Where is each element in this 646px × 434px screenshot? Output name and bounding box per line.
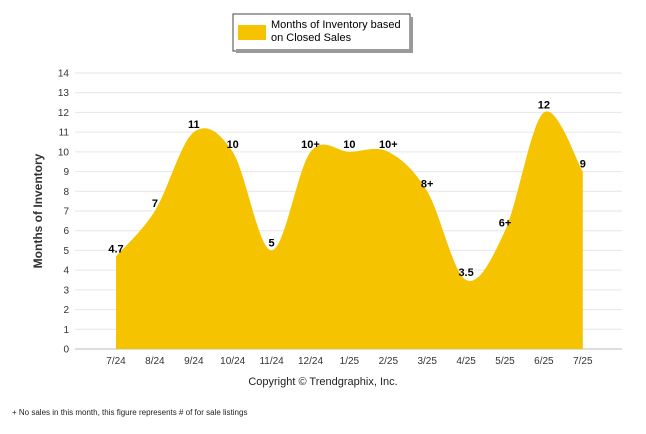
y-tick-label: 10 [58, 147, 70, 158]
data-label: 5 [269, 237, 275, 249]
x-tick-label: 11/24 [259, 356, 284, 367]
footnote: + No sales in this month, this figure re… [12, 408, 248, 417]
legend: Months of Inventory based on Closed Sale… [232, 13, 413, 53]
data-label: 12 [538, 99, 550, 111]
y-tick-label: 12 [58, 108, 70, 119]
x-tick-label: 10/24 [220, 356, 245, 367]
legend-shadow [236, 49, 413, 53]
y-tick-label: 5 [63, 246, 69, 257]
x-tick-label: 2/25 [379, 356, 399, 367]
y-tick-label: 9 [63, 167, 69, 178]
y-tick-label: 14 [58, 69, 70, 80]
inventory-area [116, 111, 583, 349]
copyright: Copyright © Trendgraphix, Inc. [248, 376, 398, 388]
data-label: 11 [188, 119, 200, 131]
y-tick-label: 4 [63, 266, 69, 277]
y-tick-label: 1 [63, 325, 69, 336]
x-tick-label: 1/25 [340, 356, 360, 367]
x-tick-label: 7/24 [106, 356, 126, 367]
y-tick-label: 0 [63, 345, 69, 356]
x-tick-labels: 7/24 8/24 9/24 10/24 11/24 12/24 1/25 2/25 3/25 4… [106, 356, 593, 367]
x-tick-label: 9/24 [184, 356, 204, 367]
x-tick-label: 5/25 [495, 356, 515, 367]
y-tick-label: 8 [63, 187, 69, 198]
y-axis-label: Months of Inventory [31, 153, 45, 268]
data-label: 10 [227, 139, 239, 151]
data-label: 10+ [301, 139, 320, 151]
data-label: 6+ [499, 218, 512, 230]
y-tick-label: 3 [63, 285, 69, 296]
data-label: 9 [580, 159, 586, 171]
data-labels: 4.7 7 11 10 5 10+ 10 10+ 8+ 3.5 6+ 12 9 [108, 99, 586, 279]
x-tick-label: 12/24 [298, 356, 323, 367]
data-label: 4.7 [108, 243, 123, 255]
y-tick-label: 7 [63, 207, 69, 218]
y-tick-label: 2 [63, 305, 69, 316]
legend-shadow-side [410, 17, 413, 53]
x-tick-label: 4/25 [456, 356, 476, 367]
x-tick-label: 7/25 [573, 356, 593, 367]
y-tick-label: 6 [63, 226, 69, 237]
data-label: 8+ [421, 178, 434, 190]
y-tick-label: 11 [59, 128, 70, 139]
data-label: 7 [152, 198, 158, 210]
y-tick-label: 13 [58, 88, 70, 99]
x-tick-label: 6/25 [534, 356, 554, 367]
data-label: 3.5 [458, 267, 473, 279]
data-label: 10+ [379, 139, 398, 151]
data-label: 10 [343, 139, 355, 151]
x-tick-label: 8/24 [145, 356, 165, 367]
legend-swatch [238, 25, 266, 40]
x-tick-label: 3/25 [417, 356, 437, 367]
legend-line-1: Months of Inventory based [271, 19, 401, 31]
legend-line-2: on Closed Sales [271, 32, 352, 44]
